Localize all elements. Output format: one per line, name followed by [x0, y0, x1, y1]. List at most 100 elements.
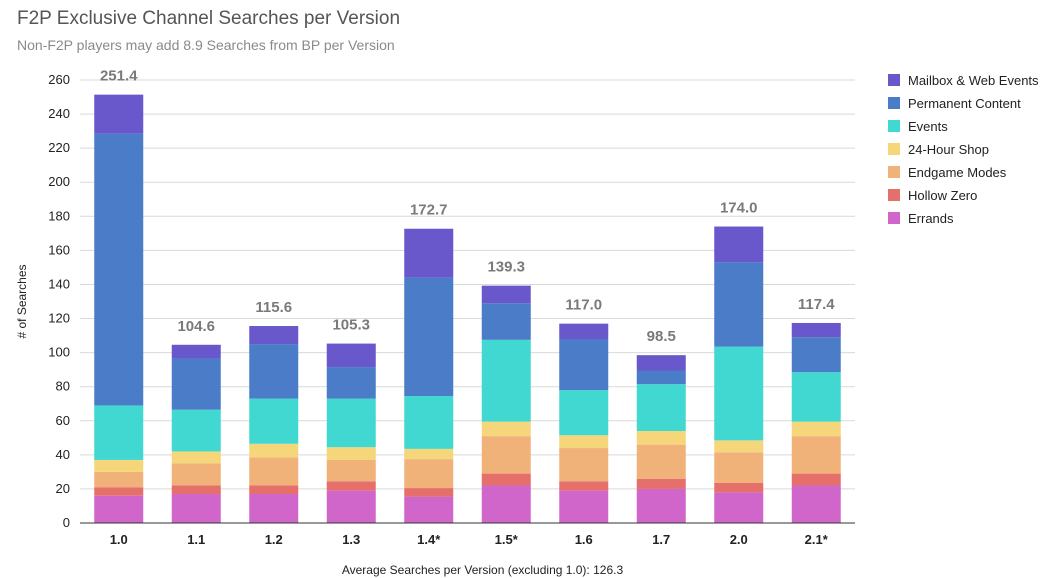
legend-item: Errands	[888, 211, 954, 226]
bar-stack	[636, 355, 686, 523]
legend-item: Events	[888, 119, 948, 134]
bar-segment	[249, 398, 299, 444]
legend-swatch	[888, 143, 900, 155]
bar-segment	[636, 444, 686, 479]
total-label: 104.6	[177, 318, 215, 335]
total-labels: 251.4 104.6 115.6 105.3 172.7 139.3 117.0 98.5 1…	[100, 68, 835, 346]
bar-segment	[404, 396, 454, 449]
y-tick-label: 120	[48, 311, 70, 326]
bar-stack	[404, 228, 454, 523]
legend-item: Permanent Content	[888, 96, 1021, 111]
y-tick-label: 220	[48, 140, 70, 155]
chart-title: F2P Exclusive Channel Searches per Versi…	[17, 8, 401, 29]
x-category-label: 1.3	[342, 532, 360, 547]
y-tick-label: 180	[48, 208, 70, 223]
bar-segment	[714, 482, 764, 493]
bar-segment	[404, 488, 454, 497]
legend-label: Hollow Zero	[908, 188, 977, 203]
bar-segment	[791, 473, 841, 486]
bar-segment	[404, 496, 454, 523]
bar-segment	[249, 344, 299, 399]
x-category-label: 1.6	[575, 532, 593, 547]
bar-segment	[481, 473, 531, 486]
bar-segment	[481, 436, 531, 474]
bar-segment	[171, 494, 221, 523]
legend-item: Hollow Zero	[888, 188, 977, 203]
x-category-label: 1.0	[110, 532, 128, 547]
bar-segment	[249, 494, 299, 523]
bar-segment	[714, 440, 764, 453]
y-tick-label: 260	[48, 72, 70, 87]
y-tick-label: 60	[56, 413, 70, 428]
bar-stack	[791, 322, 841, 523]
legend-swatch	[888, 189, 900, 201]
bar-segment	[171, 344, 221, 359]
bar-segment	[559, 390, 609, 436]
y-tick-label: 140	[48, 276, 70, 291]
bar-stack	[326, 343, 376, 523]
bar-segment	[636, 430, 686, 445]
bar-segment	[481, 303, 531, 340]
bar-segment	[249, 326, 299, 345]
bar-segment	[404, 277, 454, 397]
legend-label: Permanent Content	[908, 96, 1021, 111]
bar-stack	[714, 226, 764, 523]
x-category-label: 2.0	[730, 532, 748, 547]
bar-stack	[171, 344, 221, 523]
bar-segment	[481, 285, 531, 304]
x-axis-title: Average Searches per Version (excluding …	[342, 563, 624, 577]
x-category-label: 1.5*	[495, 532, 519, 547]
bar-segment	[326, 490, 376, 523]
x-axis-categories: 1.0 1.1 1.2 1.3 1.4* 1.5* 1.6 1.7 2.0 2.1*	[110, 532, 829, 547]
bar-segment	[94, 487, 144, 496]
bar-segment	[714, 346, 764, 441]
bar-segment	[559, 338, 609, 391]
y-tick-label: 240	[48, 106, 70, 121]
bar-segment	[636, 370, 686, 385]
y-tick-label: 40	[56, 447, 70, 462]
legend-item: Endgame Modes	[888, 165, 1007, 180]
legend-label: 24-Hour Shop	[908, 142, 989, 157]
legend-swatch	[888, 166, 900, 178]
y-tick-label: 20	[56, 481, 70, 496]
bar-segment	[326, 481, 376, 491]
bar-segment	[249, 485, 299, 495]
legend-label: Events	[908, 119, 948, 134]
bar-stack	[481, 285, 531, 523]
bar-segment	[714, 452, 764, 483]
bar-segment	[326, 398, 376, 448]
total-label: 98.5	[647, 328, 676, 345]
y-axis-ticks: 0 20 40 60 80 100 120 140 160 180 200 220 240 260	[48, 72, 70, 530]
x-category-label: 1.2	[265, 532, 283, 547]
bar-segment	[559, 481, 609, 491]
bar-segment	[171, 358, 221, 410]
bar-segment	[326, 367, 376, 399]
x-category-label: 1.1	[187, 532, 205, 547]
bar-stack	[559, 323, 609, 523]
bar-segment	[791, 337, 841, 373]
bar-segment	[636, 488, 686, 523]
x-category-label: 1.4*	[417, 532, 441, 547]
bar-segment	[326, 343, 376, 368]
x-category-label: 1.7	[652, 532, 670, 547]
legend-swatch	[888, 212, 900, 224]
total-label: 117.4	[798, 296, 835, 313]
bar-segment	[559, 490, 609, 523]
y-tick-label: 0	[63, 515, 70, 530]
bar-segment	[404, 459, 454, 489]
legend-swatch	[888, 120, 900, 132]
bar-segment	[481, 421, 531, 437]
legend-item: Mailbox & Web Events	[888, 73, 1039, 88]
bar-segment	[404, 448, 454, 460]
bar-stack	[94, 94, 144, 523]
legend-item: 24-Hour Shop	[888, 142, 989, 157]
bar-segment	[94, 459, 144, 472]
bar-segment	[249, 457, 299, 486]
bar-segment	[171, 485, 221, 495]
total-label: 139.3	[487, 259, 525, 276]
bar-stack	[249, 326, 299, 523]
bar-segment	[714, 492, 764, 523]
legend-swatch	[888, 97, 900, 109]
bar-segment	[791, 322, 841, 338]
bar-segment	[94, 94, 144, 134]
